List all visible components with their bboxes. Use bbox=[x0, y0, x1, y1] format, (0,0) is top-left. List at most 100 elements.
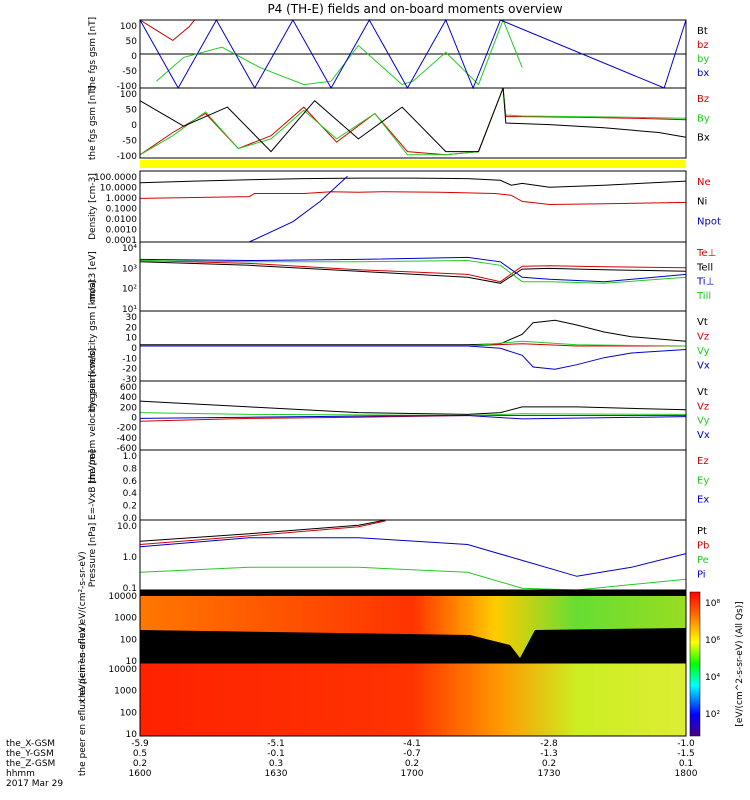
panel-10: 10000 1000 100 10 the peer en eflux eV/(cm²-… bbox=[78, 623, 687, 776]
x-axis-value: 1800 bbox=[675, 769, 698, 779]
y-tick-label: 10 bbox=[126, 657, 138, 667]
y-tick-label: 0 bbox=[131, 344, 137, 354]
legend-Vt: Vt bbox=[697, 317, 708, 328]
x-axis-value: 1630 bbox=[265, 769, 288, 779]
legend-Vz: Vz bbox=[697, 401, 709, 412]
legend-By: By bbox=[697, 113, 710, 124]
y-tick-label: 20 bbox=[126, 323, 138, 333]
y-axis-label: Pressure [nPa] bbox=[88, 523, 98, 588]
colorbar-tick: 10⁴ bbox=[705, 673, 720, 683]
series-line-Pi bbox=[139, 537, 687, 577]
panel-frame bbox=[139, 662, 687, 737]
legend-Npot: Npot bbox=[697, 216, 721, 227]
y-tick-label: 400 bbox=[120, 393, 137, 403]
y-tick-label: -50 bbox=[122, 137, 137, 147]
y-axis-label: the peim velocity gsm [km/s] bbox=[88, 280, 98, 412]
y-tick-label: 50 bbox=[126, 106, 138, 116]
legend-Vt: Vt bbox=[697, 387, 708, 398]
y-axis-label: the peem velocity gsm [km/s] bbox=[88, 348, 98, 483]
y-tick-label: 0 bbox=[131, 414, 137, 424]
panel-frame bbox=[139, 519, 687, 591]
series-line-Vx bbox=[140, 345, 687, 370]
y-tick-label: 1000 bbox=[114, 687, 137, 697]
y-tick-label: 100 bbox=[120, 90, 137, 100]
x-axis-row-label: the_Z-GSM bbox=[6, 759, 55, 769]
y-axis-label: Density [cm-3] bbox=[88, 173, 98, 240]
x-axis-value: 0.5 bbox=[133, 749, 147, 759]
series-line-Pt bbox=[139, 519, 386, 542]
panel-8: 10.0 1.0 0.1 Pressure [nPa] Pt Pb Pe Pi bbox=[88, 519, 709, 594]
x-axis-value: -0.1 bbox=[267, 749, 285, 759]
y-tick-label: -30 bbox=[122, 375, 137, 385]
x-axis-value: -4.1 bbox=[403, 739, 421, 749]
y-tick-label: 0.0001 bbox=[106, 236, 138, 246]
legend-Vy: Vy bbox=[697, 416, 710, 427]
y-tick-label: -100 bbox=[117, 152, 138, 162]
y-tick-label: 10¹ bbox=[122, 305, 137, 315]
y-tick-label: -200 bbox=[117, 424, 138, 434]
legend-Ne: Ne bbox=[697, 177, 711, 188]
y-tick-label: 0.0100 bbox=[106, 215, 138, 225]
x-axis-row-label: the_X-GSM bbox=[6, 739, 55, 749]
colorbar: 10⁸ 10⁶ 10⁴ 10² [eV/(cm^2-s-sr-eV) (All Qs)] bbox=[689, 591, 745, 737]
y-tick-label: 0 bbox=[131, 52, 137, 62]
series-line-Tell bbox=[139, 261, 687, 284]
x-axis-value: -5.9 bbox=[131, 739, 149, 749]
y-tick-label: 10 bbox=[126, 334, 138, 344]
x-axis-value: 0.2 bbox=[405, 759, 419, 769]
colorbar-gradient bbox=[689, 591, 701, 737]
series-line-Vt bbox=[140, 319, 687, 346]
series-line-Te⊥ bbox=[139, 260, 687, 283]
y-tick-label: -400 bbox=[117, 434, 138, 444]
series-line-Bx bbox=[139, 87, 687, 153]
y-tick-label: 10.0 bbox=[117, 522, 137, 532]
x-axis-value: 1600 bbox=[129, 769, 152, 779]
y-tick-label: 100 bbox=[120, 708, 137, 718]
x-axis-value: -0.7 bbox=[403, 749, 421, 759]
y-tick-label: 600 bbox=[120, 383, 137, 393]
y-tick-label: 10² bbox=[122, 285, 137, 295]
panel-frame bbox=[139, 241, 687, 312]
figure-title: P4 (TH-E) fields and on-board moments ov… bbox=[267, 2, 562, 16]
y-axis-label: the fgs gsm [nT] bbox=[88, 17, 98, 91]
legend-Pe: Pe bbox=[697, 555, 709, 566]
legend-bx: bx bbox=[697, 68, 709, 79]
legend-Ti⊥: Ti⊥ bbox=[696, 277, 714, 288]
y-tick-label: 1.0 bbox=[123, 553, 138, 563]
y-axis-label: the peir en eflux eV/(cm²-s-sr-eV) bbox=[78, 551, 88, 701]
series-line-Pe bbox=[139, 566, 687, 591]
y-tick-label: 200 bbox=[120, 403, 137, 413]
series-line-Bz bbox=[139, 87, 687, 156]
x-axis-row-label: hhmm bbox=[6, 769, 35, 779]
x-axis-value: -1.0 bbox=[677, 739, 695, 749]
series-line-by bbox=[156, 18, 523, 86]
y-tick-label: 0 bbox=[131, 121, 137, 131]
date-label: 2017 Mar 29 bbox=[6, 779, 63, 789]
y-tick-label: 50 bbox=[126, 37, 138, 47]
panel-frame bbox=[139, 449, 687, 521]
y-tick-label: 1.0 bbox=[123, 452, 138, 462]
series-line-Vt bbox=[139, 400, 687, 415]
series-line-Pb bbox=[139, 520, 386, 545]
series-line-Npot bbox=[140, 175, 348, 243]
legend-bz: bz bbox=[697, 40, 709, 51]
legend-Pi: Pi bbox=[697, 570, 706, 581]
x-axis-value: -2.8 bbox=[540, 739, 558, 749]
y-tick-label: 100 bbox=[120, 635, 137, 645]
colorbar-tick: 10² bbox=[705, 710, 720, 720]
spectrogram-fill bbox=[140, 663, 686, 736]
y-tick-label: 1000 bbox=[114, 614, 137, 624]
y-tick-label: 30 bbox=[126, 313, 138, 323]
x-axis-table: the_X-GSM -5.9 -5.1 -4.1 -2.8 -1.0 the_Y-GSM 0.… bbox=[6, 739, 698, 789]
y-tick-label: 10⁴ bbox=[122, 244, 137, 254]
legend-Ez: Ez bbox=[697, 456, 709, 467]
y-tick-label: 0.1000 bbox=[106, 205, 138, 215]
legend-Vy: Vy bbox=[697, 346, 710, 357]
legend-Te⊥: Te⊥ bbox=[696, 248, 716, 259]
y-tick-label: 0.0 bbox=[123, 514, 138, 524]
y-axis-label: the peer en eflux eV/(cm²-s-sr-eV) bbox=[78, 623, 88, 776]
x-axis-value: 1730 bbox=[538, 769, 561, 779]
